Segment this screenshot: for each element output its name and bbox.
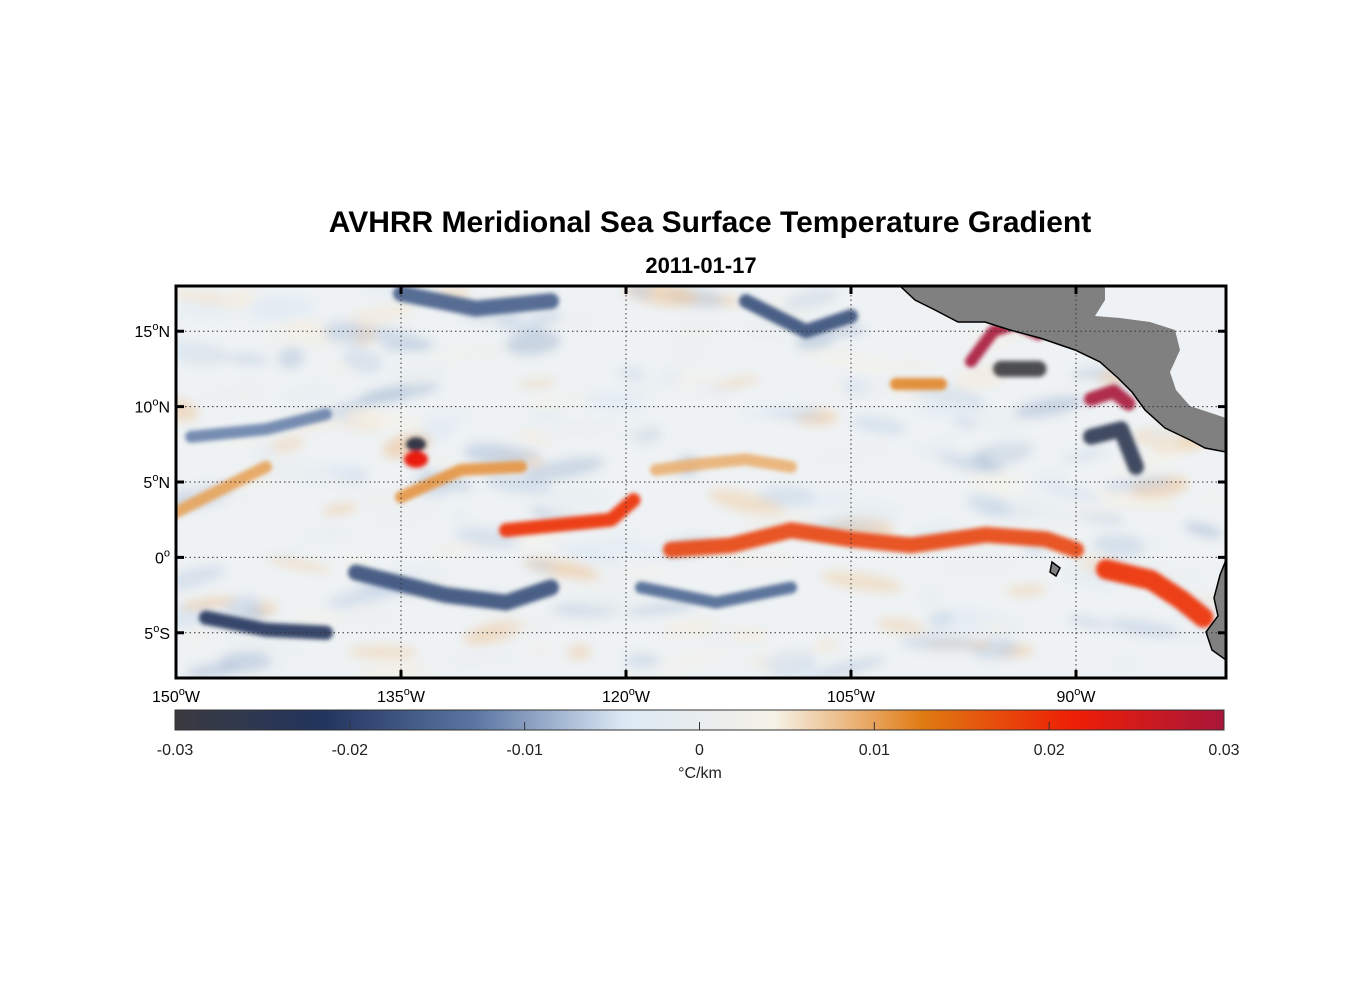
land-mass xyxy=(898,286,1226,661)
lon-label: 135oW xyxy=(377,686,426,706)
colorbar-tick-label: -0.01 xyxy=(506,742,543,759)
map-title: AVHRR Meridional Sea Surface Temperature… xyxy=(328,206,1092,239)
colorbar-ticks: -0.03 -0.02 -0.01 0 0.01 0.02 0.03 xyxy=(157,722,1240,759)
cold-south-west xyxy=(199,610,333,640)
longitude-labels: 150oW 135oW 120oW 105oW 90oW xyxy=(152,686,1096,706)
lon-label: 105oW xyxy=(827,686,876,706)
cold-south-central xyxy=(635,581,797,609)
colorbar-tick-label: -0.02 xyxy=(332,742,369,759)
cold-papagayo xyxy=(1083,421,1144,475)
colorbar-tick-label: 0 xyxy=(695,742,704,759)
lat-label: 5oN xyxy=(143,472,170,492)
colorbar-tick-label: 0.02 xyxy=(1034,742,1065,759)
colorbar-tick-label: -0.03 xyxy=(157,742,194,759)
lat-label: 5oS xyxy=(144,623,170,643)
lat-label: 10oN xyxy=(135,397,170,417)
colorbar-unit-label: °C/km xyxy=(678,765,722,782)
front-mid-6n xyxy=(650,453,797,476)
pacific-ocean-notch xyxy=(1095,286,1226,418)
papagayo-warm xyxy=(1084,384,1136,411)
lon-label: 90oW xyxy=(1056,686,1096,706)
equatorial-front-east xyxy=(1096,559,1214,628)
equatorial-front-west xyxy=(499,493,641,538)
lat-label: 0o xyxy=(155,547,170,567)
lon-label: 150oW xyxy=(152,686,201,706)
lon-label: 120oW xyxy=(602,686,651,706)
plot-area xyxy=(176,286,1226,678)
cold-8n-west xyxy=(185,408,332,443)
axis-ticks xyxy=(174,286,1226,678)
eddy-warm-7n xyxy=(404,450,428,468)
colorbar: -0.03 -0.02 -0.01 0 0.01 0.02 0.03 °C/km xyxy=(157,709,1240,782)
latitude-labels: 15oN 10oN 5oN 0o 5oS xyxy=(135,321,170,643)
front-north-5n xyxy=(395,460,527,504)
cold-eddy-7n xyxy=(406,437,426,452)
map-date-subtitle: 2011-01-17 xyxy=(645,253,757,278)
colorbar-tick-label: 0.01 xyxy=(859,742,890,759)
equatorial-front-central xyxy=(663,522,1084,558)
cold-north-west xyxy=(393,286,559,317)
lat-label: 15oN xyxy=(135,321,170,341)
colorbar-tick-label: 0.03 xyxy=(1208,742,1239,759)
galapagos-island xyxy=(1049,560,1061,578)
south-america-land xyxy=(1205,559,1226,661)
front-west xyxy=(176,460,272,519)
caribbean-sea-area xyxy=(1095,286,1226,418)
mexico-central-america-land xyxy=(898,286,1226,453)
